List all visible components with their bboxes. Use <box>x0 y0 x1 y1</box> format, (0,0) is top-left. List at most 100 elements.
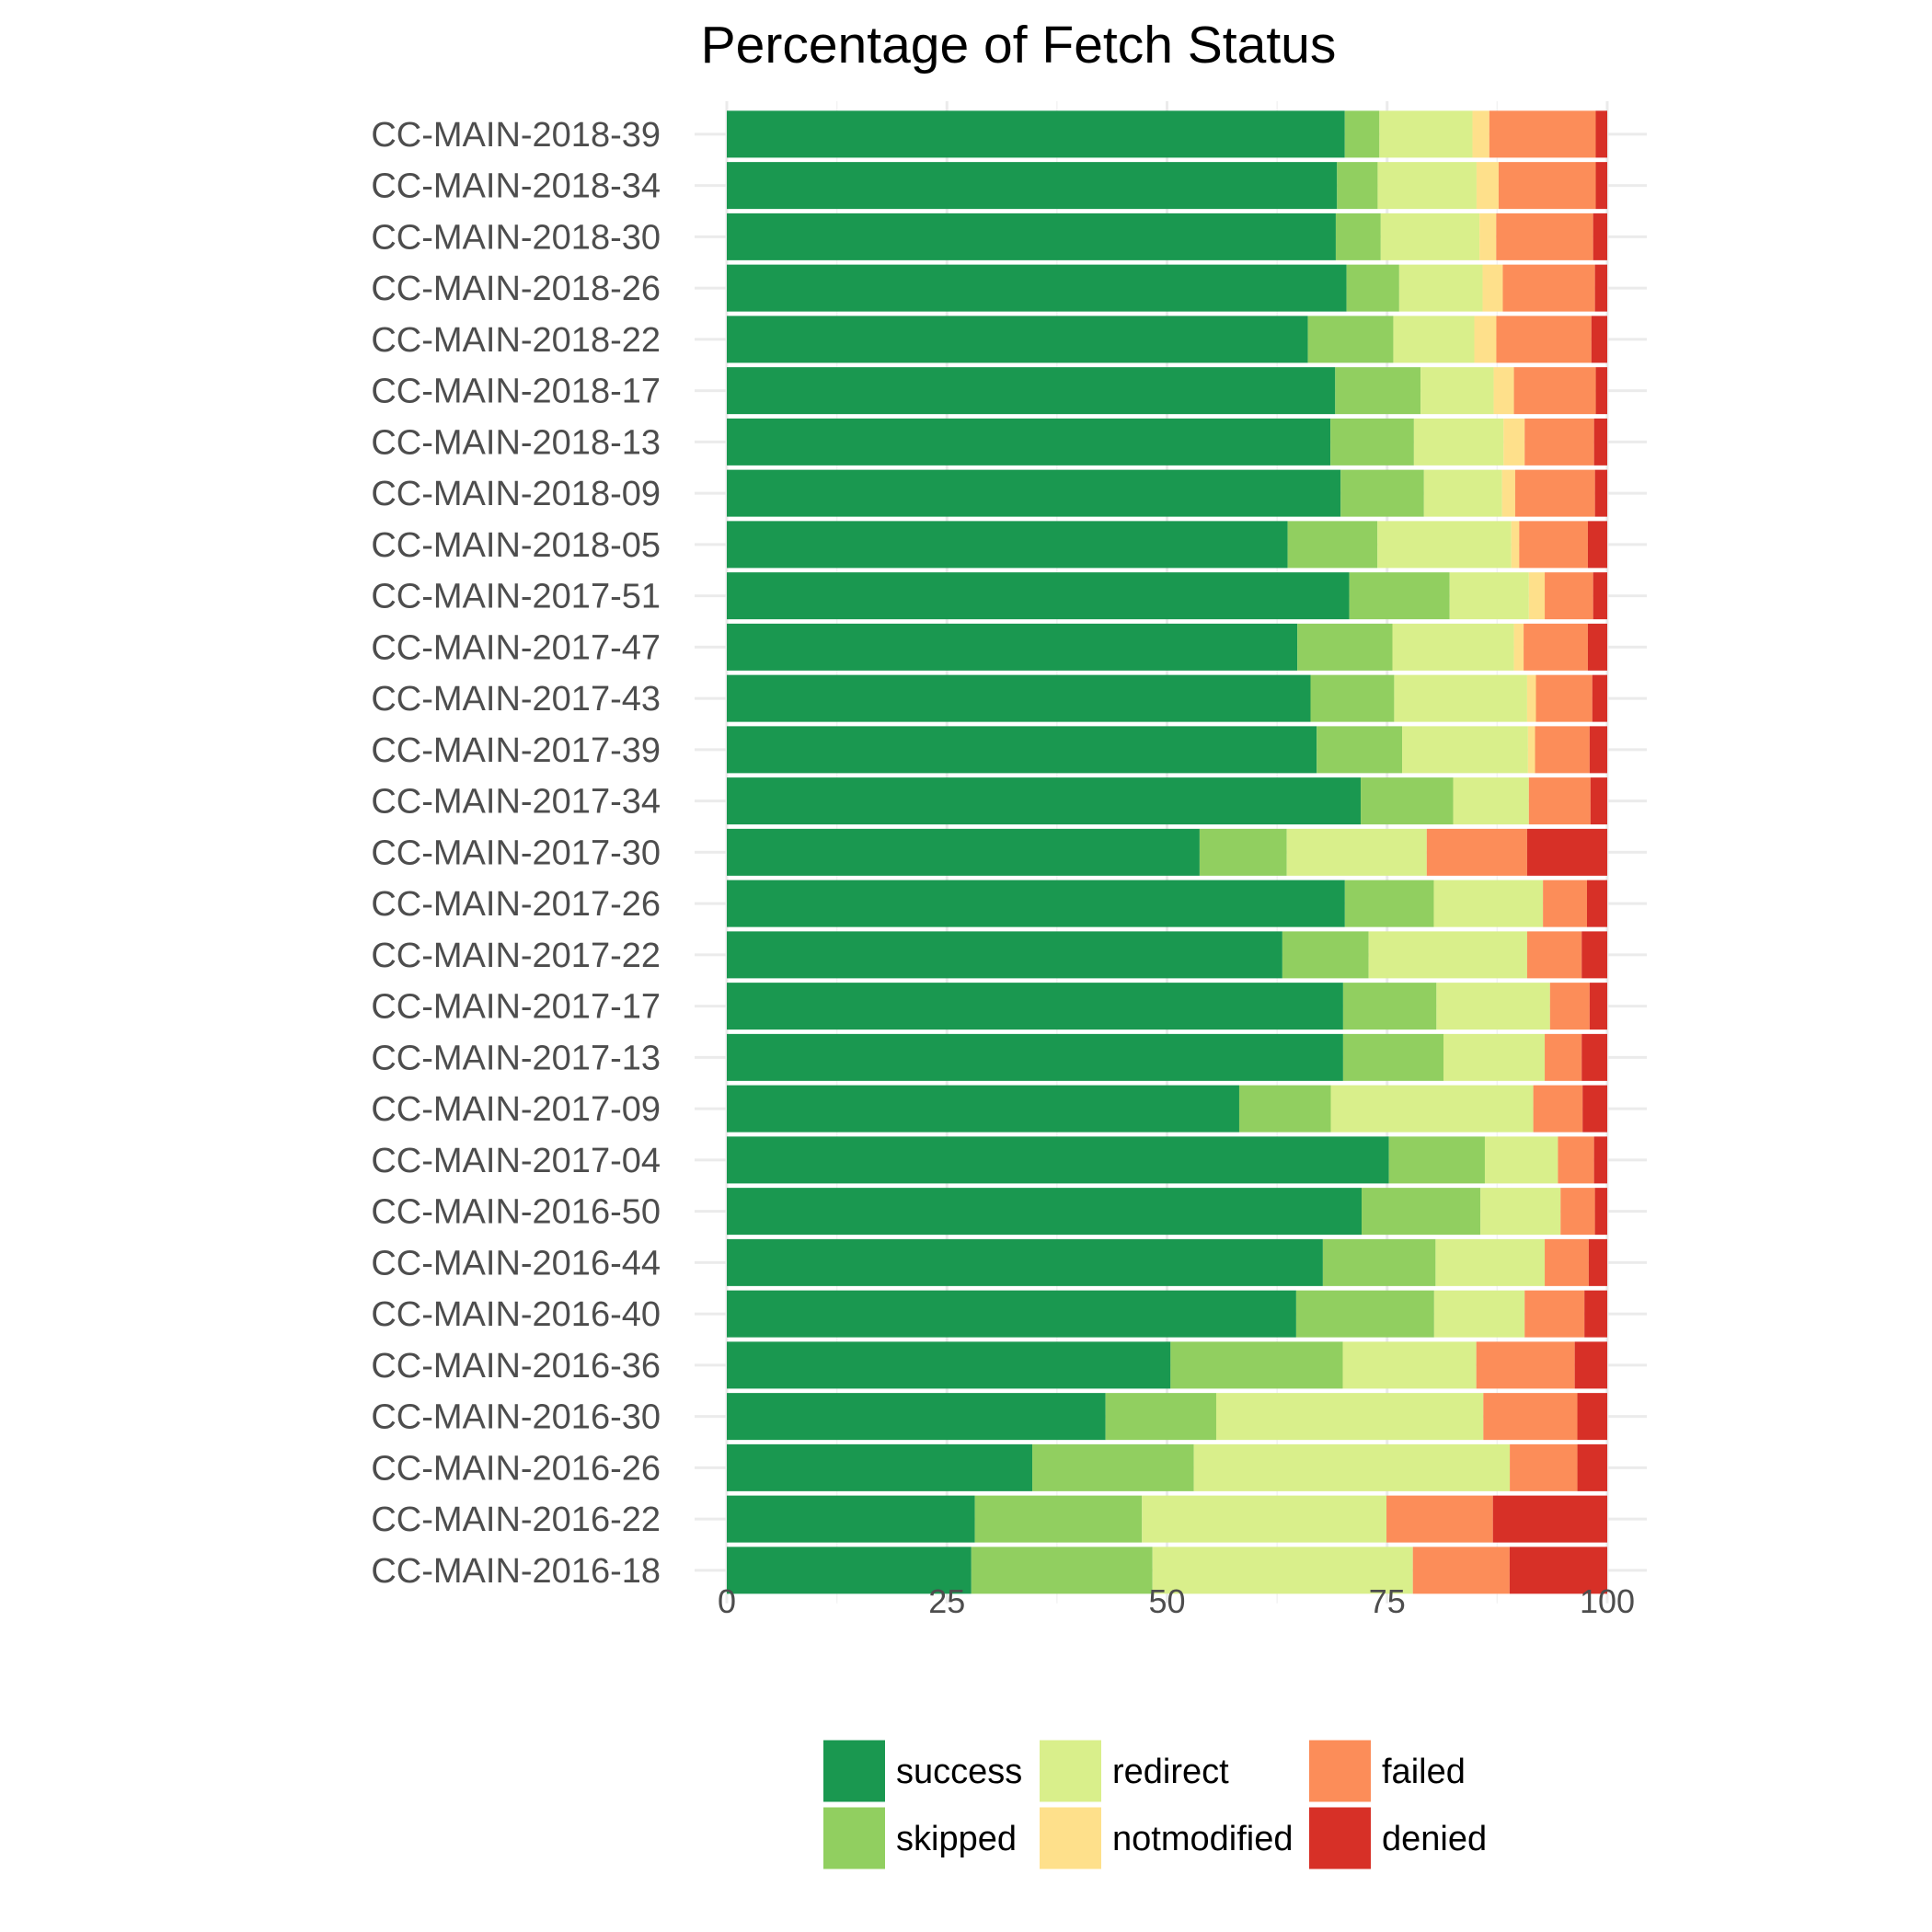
bar-segment-success: CC-MAIN-2017-17 — success: 70 <box>727 983 1343 1030</box>
bar-segment-notmodified: CC-MAIN-2017-43 — notmodified: 1 <box>1526 674 1536 722</box>
bar-segment-success: CC-MAIN-2018-30 — success: 69.1 <box>727 213 1336 260</box>
bar-segment-denied: CC-MAIN-2016-22 — denied: 13 <box>1492 1495 1607 1543</box>
bar-segment-notmodified: CC-MAIN-2018-22 — notmodified: 2.5 <box>1474 316 1497 363</box>
bar-segment-denied: CC-MAIN-2016-40 — denied: 2.6 <box>1584 1290 1607 1338</box>
bar-segment-failed: CC-MAIN-2018-22 — failed: 10.8 <box>1496 316 1592 363</box>
legend: success skipped redirect notmodified failed d… <box>823 1740 1487 1869</box>
bar-segment-success: CC-MAIN-2016-18 — success: 27.8 <box>727 1547 972 1594</box>
bar-segment-failed: CC-MAIN-2016-30 — failed: 10.7 <box>1483 1393 1578 1441</box>
legend-label-failed: failed <box>1382 1753 1466 1791</box>
bar-segment-redirect: CC-MAIN-2016-18 — redirect: 29.6 <box>1152 1547 1413 1594</box>
bar-segment-notmodified: CC-MAIN-2018-30 — notmodified: 1.9 <box>1479 213 1497 260</box>
bar-segment-skipped: CC-MAIN-2016-22 — skipped: 19 <box>974 1495 1143 1543</box>
category-label: CC-MAIN-2017-34 <box>371 783 661 822</box>
x-tick-label: 0 <box>718 1582 736 1620</box>
bar-segment-denied: CC-MAIN-2017-47 — denied: 2.2 <box>1587 623 1607 671</box>
bar-segment-failed: CC-MAIN-2016-50 — failed: 3.9 <box>1560 1188 1595 1236</box>
bar-segment-success: CC-MAIN-2017-22 — success: 63.1 <box>727 931 1282 979</box>
category-label: CC-MAIN-2016-40 <box>371 1295 661 1334</box>
bar-segment-denied: CC-MAIN-2018-39 — denied: 1.3 <box>1595 110 1607 158</box>
category-label: CC-MAIN-2018-26 <box>371 270 661 308</box>
category-label: CC-MAIN-2017-26 <box>371 885 661 924</box>
bar-segment-skipped: CC-MAIN-2018-05 — skipped: 10.2 <box>1287 521 1378 569</box>
bar-segment-notmodified: CC-MAIN-2017-51 — notmodified: 1.8 <box>1528 572 1546 620</box>
bar-segment-success: CC-MAIN-2017-39 — success: 67 <box>727 726 1317 774</box>
x-tick-label: 25 <box>928 1582 965 1620</box>
bar-segment-redirect: CC-MAIN-2018-13 — redirect: 10.2 <box>1413 418 1504 466</box>
bar-segment-denied: CC-MAIN-2017-17 — denied: 2 <box>1589 983 1607 1030</box>
bar-segment-notmodified: CC-MAIN-2018-34 — notmodified: 2.5 <box>1476 162 1499 210</box>
bar-segment-denied: CC-MAIN-2017-09 — denied: 2.8 <box>1582 1085 1607 1133</box>
bar-segment-success: CC-MAIN-2016-44 — success: 67.7 <box>727 1238 1323 1286</box>
category-label: CC-MAIN-2018-09 <box>371 475 661 513</box>
bar-segment-denied: CC-MAIN-2016-50 — denied: 1.4 <box>1594 1188 1607 1236</box>
bar-segment-skipped: CC-MAIN-2018-13 — skipped: 9.5 <box>1330 418 1414 466</box>
bar-segment-redirect: CC-MAIN-2017-04 — redirect: 8.3 <box>1484 1136 1558 1184</box>
bar-segment-notmodified: CC-MAIN-2017-47 — notmodified: 1.1 <box>1513 623 1524 671</box>
category-label: CC-MAIN-2017-04 <box>371 1142 661 1180</box>
category-label: CC-MAIN-2017-39 <box>371 731 661 770</box>
x-tick-label: 100 <box>1580 1582 1635 1620</box>
bar-segment-redirect: CC-MAIN-2017-13 — redirect: 11.5 <box>1443 1033 1546 1081</box>
bar-segment-redirect: CC-MAIN-2018-34 — redirect: 11.2 <box>1377 162 1477 210</box>
bar-segment-skipped: CC-MAIN-2017-34 — skipped: 10.5 <box>1361 777 1454 825</box>
bar-segment-denied: CC-MAIN-2016-44 — denied: 2.1 <box>1588 1238 1607 1286</box>
category-label: CC-MAIN-2017-47 <box>371 628 661 667</box>
bar-segment-denied: CC-MAIN-2017-39 — denied: 2 <box>1589 726 1607 774</box>
bar-segment-redirect: CC-MAIN-2018-05 — redirect: 15.2 <box>1377 521 1512 569</box>
category-label: CC-MAIN-2016-22 <box>371 1501 661 1539</box>
bar-segment-skipped: CC-MAIN-2018-09 — skipped: 9.5 <box>1340 469 1424 517</box>
bar-segment-failed: CC-MAIN-2017-26 — failed: 5 <box>1543 880 1587 927</box>
bar-segment-success: CC-MAIN-2018-09 — success: 70 <box>727 469 1341 517</box>
bar-segment-failed: CC-MAIN-2017-47 — failed: 7.3 <box>1524 623 1588 671</box>
bar-segment-failed: CC-MAIN-2017-04 — failed: 4.1 <box>1558 1136 1594 1184</box>
bar-segment-failed: CC-MAIN-2018-17 — failed: 9.3 <box>1513 367 1596 415</box>
bar-segment-notmodified: CC-MAIN-2018-13 — notmodified: 2.4 <box>1503 418 1525 466</box>
bar-segment-redirect: CC-MAIN-2017-43 — redirect: 15.1 <box>1394 674 1527 722</box>
category-label: CC-MAIN-2016-26 <box>371 1449 661 1488</box>
bar-segment-notmodified: CC-MAIN-2018-05 — notmodified: 0.9 <box>1511 521 1520 569</box>
category-label: CC-MAIN-2017-43 <box>371 680 661 719</box>
bar-segment-skipped: CC-MAIN-2018-22 — skipped: 9.7 <box>1307 316 1394 363</box>
bar-segment-success: CC-MAIN-2016-30 — success: 43.1 <box>727 1393 1106 1441</box>
category-label: CC-MAIN-2016-36 <box>371 1347 661 1386</box>
category-label: CC-MAIN-2018-13 <box>371 423 661 462</box>
category-label: CC-MAIN-2017-22 <box>371 937 661 975</box>
bar-segment-failed: CC-MAIN-2017-09 — failed: 5.6 <box>1533 1085 1583 1133</box>
legend-key-success <box>823 1740 885 1802</box>
bar-segment-skipped: CC-MAIN-2017-04 — skipped: 10.9 <box>1388 1136 1485 1184</box>
bar-segment-denied: CC-MAIN-2017-30 — denied: 9.1 <box>1526 828 1607 876</box>
chart-title: Percentage of Fetch Status <box>701 16 1337 75</box>
bar-segment-success: CC-MAIN-2016-22 — success: 28.2 <box>727 1495 975 1543</box>
category-label: CC-MAIN-2018-39 <box>371 116 661 155</box>
bar-segment-denied: CC-MAIN-2018-13 — denied: 1.5 <box>1593 418 1607 466</box>
bar-segment-skipped: CC-MAIN-2018-17 — skipped: 9.7 <box>1335 367 1421 415</box>
bar-segment-skipped: CC-MAIN-2017-30 — skipped: 9.9 <box>1199 828 1287 876</box>
bar-segment-skipped: CC-MAIN-2017-47 — skipped: 10.8 <box>1297 623 1393 671</box>
legend-label-success: success <box>896 1753 1022 1791</box>
bar-segment-denied: CC-MAIN-2018-05 — denied: 2.2 <box>1587 521 1607 569</box>
bar-segment-redirect: CC-MAIN-2016-30 — redirect: 30.4 <box>1215 1393 1484 1441</box>
bar-segment-success: CC-MAIN-2017-34 — success: 72 <box>727 777 1362 825</box>
bar-segment-redirect: CC-MAIN-2016-44 — redirect: 12.4 <box>1435 1238 1546 1286</box>
bar-segment-notmodified: CC-MAIN-2018-09 — notmodified: 1.5 <box>1501 469 1515 517</box>
bar-segment-skipped: CC-MAIN-2017-39 — skipped: 9.7 <box>1317 726 1403 774</box>
bar-segment-failed: CC-MAIN-2018-39 — failed: 12 <box>1489 110 1596 158</box>
bar-segment-skipped: CC-MAIN-2016-44 — skipped: 12.8 <box>1322 1238 1436 1286</box>
bar-segment-redirect: CC-MAIN-2016-50 — redirect: 9.1 <box>1480 1188 1561 1236</box>
bar-segment-failed: CC-MAIN-2017-30 — failed: 11.4 <box>1426 828 1527 876</box>
bar-segment-failed: CC-MAIN-2018-34 — failed: 11 <box>1498 162 1596 210</box>
bar-segment-failed: CC-MAIN-2018-26 — failed: 10.5 <box>1502 264 1595 312</box>
bar-segment-redirect: CC-MAIN-2016-26 — redirect: 36 <box>1193 1443 1511 1491</box>
bar-segment-success: CC-MAIN-2017-43 — success: 66.3 <box>727 674 1311 722</box>
category-label: CC-MAIN-2018-22 <box>371 321 661 360</box>
bar-segment-skipped: CC-MAIN-2017-09 — skipped: 10.4 <box>1238 1085 1331 1133</box>
bar-segment-success: CC-MAIN-2017-13 — success: 70 <box>727 1033 1343 1081</box>
legend-key-skipped <box>823 1807 885 1869</box>
bar-segment-failed: CC-MAIN-2017-39 — failed: 6.2 <box>1535 726 1590 774</box>
bar-segment-denied: CC-MAIN-2017-22 — denied: 2.9 <box>1581 931 1607 979</box>
bar-segment-redirect: CC-MAIN-2017-47 — redirect: 13.8 <box>1392 623 1514 671</box>
bar-segment-skipped: CC-MAIN-2016-40 — skipped: 15.7 <box>1295 1290 1434 1338</box>
bar-segment-success: CC-MAIN-2016-50 — success: 72.1 <box>727 1188 1362 1236</box>
bar-segment-success: CC-MAIN-2017-30 — success: 53.7 <box>727 828 1200 876</box>
